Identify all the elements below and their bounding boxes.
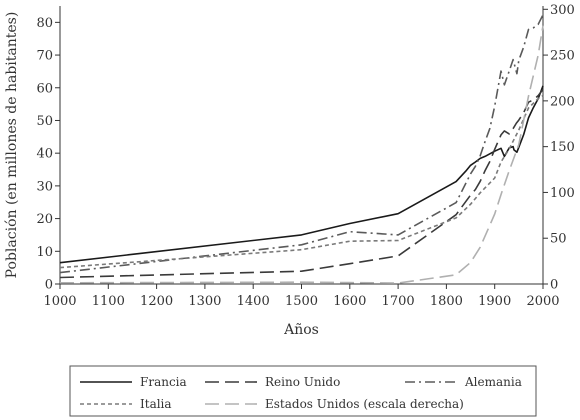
y-tick-label: 30 — [36, 179, 53, 194]
x-tick-label: 1900 — [478, 294, 511, 309]
x-tick-label: 1100 — [92, 294, 125, 309]
y-tick-label: 0 — [45, 278, 53, 293]
legend-box — [69, 365, 537, 417]
y2-tick-label: 150 — [550, 140, 575, 155]
y-tick-label: 60 — [36, 81, 53, 96]
y2-tick-label: 0 — [550, 278, 558, 293]
series-line-3 — [59, 14, 544, 274]
y-tick-label: 50 — [36, 114, 53, 129]
x-tick-label: 1300 — [188, 294, 221, 309]
x-tick-label: 1600 — [333, 294, 366, 309]
y2-tick-label: 50 — [550, 232, 567, 247]
legend-label-2: Reino Unido — [265, 375, 340, 389]
x-tick-label: 1800 — [430, 294, 463, 309]
axis-titles: Años Población (en millones de habitante… — [4, 12, 319, 338]
series-line-2 — [59, 88, 544, 279]
legend-label-5: Estados Unidos (escala derecha) — [265, 397, 464, 411]
y2-tick-label: 300 — [550, 3, 575, 18]
y-axis-title: Población (en millones de habitantes) — [4, 12, 20, 279]
series-lines — [59, 14, 544, 284]
x-tick-label: 1700 — [382, 294, 415, 309]
x-axis-title: Años — [283, 322, 319, 338]
series-line-1 — [59, 85, 544, 264]
y2-tick-label: 250 — [550, 49, 575, 64]
y-tick-label: 10 — [36, 245, 53, 260]
series-line-4 — [59, 94, 544, 269]
x-tick-label: 1500 — [285, 294, 318, 309]
legend: Francia Reino Unido Alemania Italia Estados … — [69, 365, 537, 417]
y-tick-label: 20 — [36, 212, 53, 227]
legend-label-4: Italia — [140, 397, 172, 411]
axes: 1000 1100 1200 1300 1400 1500 1600 1700 1800 1900… — [36, 3, 574, 309]
y-tick-label: 80 — [36, 16, 53, 31]
series-line-5 — [59, 25, 544, 284]
x-tick-label: 1200 — [140, 294, 173, 309]
y-tick-label: 40 — [36, 147, 53, 162]
legend-label-1: Francia — [140, 375, 187, 389]
legend-label-3: Alemania — [464, 375, 522, 389]
y2-tick-label: 200 — [550, 94, 575, 109]
x-tick-label: 1400 — [237, 294, 270, 309]
y-tick-label: 70 — [36, 49, 53, 64]
y2-tick-label: 100 — [550, 186, 575, 201]
x-tick-label: 2000 — [526, 294, 559, 309]
x-tick-label: 1000 — [43, 294, 76, 309]
